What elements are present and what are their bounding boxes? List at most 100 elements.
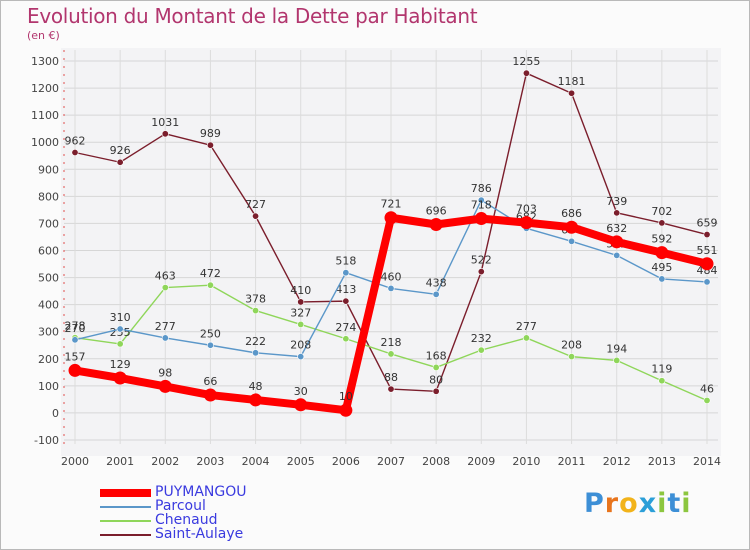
data-point [565, 220, 579, 234]
y-tick-label: 200 [38, 353, 59, 366]
data-point [252, 349, 260, 357]
data-label: 413 [335, 283, 356, 296]
data-point [477, 196, 485, 204]
series-saint-aulaye: 962 926 1031 989 727 410 413 88 80 522 1255 1181 739… [65, 55, 718, 395]
x-tick-label: 2011 [558, 455, 586, 468]
data-point [252, 212, 260, 220]
chart-title: Evolution du Montant de la Dette par Hab… [27, 4, 478, 28]
y-tick-label: 600 [38, 245, 59, 258]
data-label: 129 [110, 358, 131, 371]
data-label: 522 [471, 254, 492, 267]
data-label: 592 [651, 233, 672, 246]
x-tick-label: 2009 [467, 455, 495, 468]
chart-subtitle: (en €) [27, 29, 60, 42]
data-point [158, 379, 172, 393]
data-point [161, 334, 169, 342]
logo-letter: o [619, 488, 639, 519]
data-point [387, 385, 395, 393]
data-point [522, 334, 530, 342]
data-point [297, 353, 305, 361]
data-point [432, 290, 440, 298]
data-point [342, 297, 350, 305]
data-label: 378 [245, 293, 266, 306]
data-label: 10 [339, 390, 353, 403]
data-label: 218 [381, 336, 402, 349]
y-tick-label: 700 [38, 217, 59, 230]
data-point [613, 209, 621, 217]
legend-label: Chenaud [155, 512, 218, 528]
data-point [203, 388, 217, 402]
data-label: 551 [697, 244, 718, 257]
y-tick-label: 400 [38, 299, 59, 312]
data-label: 659 [697, 217, 718, 230]
data-point [116, 158, 124, 166]
logo-letter: P [584, 488, 605, 519]
data-label: 926 [110, 144, 131, 157]
data-label: 718 [471, 199, 492, 212]
data-label: 48 [249, 380, 263, 393]
logo-letter: r [604, 488, 620, 519]
x-tick-label: 2010 [512, 455, 540, 468]
x-tick-label: 2003 [196, 455, 224, 468]
data-point [477, 346, 485, 354]
legend-label: Parcoul [155, 498, 206, 514]
x-tick-label: 2014 [693, 455, 721, 468]
data-label: 274 [335, 321, 356, 334]
data-point [568, 237, 576, 245]
logo-letter: i [657, 488, 668, 519]
legend-label: Saint-Aulaye [155, 526, 244, 542]
data-point [432, 363, 440, 371]
x-tick-label: 2008 [422, 455, 450, 468]
data-label: 727 [245, 198, 266, 211]
data-label: 157 [65, 350, 86, 363]
data-point [384, 211, 398, 225]
data-label: 1031 [151, 116, 179, 129]
x-tick-label: 2013 [648, 455, 676, 468]
data-label: 686 [561, 207, 582, 220]
data-point [610, 235, 624, 249]
data-point [387, 350, 395, 358]
data-label: 168 [426, 349, 447, 362]
x-tick-label: 2006 [332, 455, 360, 468]
data-label: 277 [516, 320, 537, 333]
legend-label: PUYMANGOU [155, 484, 247, 500]
data-point [387, 284, 395, 292]
legend-swatch [100, 489, 151, 497]
data-point [206, 141, 214, 149]
data-point [161, 130, 169, 138]
data-point [206, 281, 214, 289]
legend-swatch [100, 506, 151, 508]
data-label: 194 [606, 342, 627, 355]
data-label: 703 [516, 203, 537, 216]
data-point [294, 398, 308, 412]
data-label: 277 [155, 320, 176, 333]
y-tick-label: 300 [38, 326, 59, 339]
legend-swatch [100, 534, 151, 536]
data-point [342, 269, 350, 277]
data-label: 518 [335, 255, 356, 268]
data-point [432, 387, 440, 395]
y-tick-label: 100 [38, 380, 59, 393]
x-tick-label: 2002 [151, 455, 179, 468]
y-tick-label: 1100 [31, 109, 59, 122]
data-point [71, 149, 79, 157]
data-label: 80 [429, 373, 443, 386]
data-point [700, 257, 714, 271]
data-label: 30 [294, 385, 308, 398]
data-label: 88 [384, 371, 398, 384]
data-point [342, 335, 350, 343]
series-puymangou: 157 129 98 66 48 30 10 721 696 718 703 686 632 592 551 [65, 198, 718, 417]
data-label: 989 [200, 127, 221, 140]
x-tick-label: 2000 [61, 455, 89, 468]
x-tick-label: 2007 [377, 455, 405, 468]
data-label: 702 [651, 205, 672, 218]
y-tick-label: 1300 [31, 55, 59, 68]
x-tick-label: 2005 [287, 455, 315, 468]
data-label: 66 [203, 375, 217, 388]
data-point [613, 251, 621, 259]
data-label: 208 [561, 339, 582, 352]
y-tick-label: 1000 [31, 136, 59, 149]
data-point [206, 341, 214, 349]
data-label: 250 [200, 327, 221, 340]
